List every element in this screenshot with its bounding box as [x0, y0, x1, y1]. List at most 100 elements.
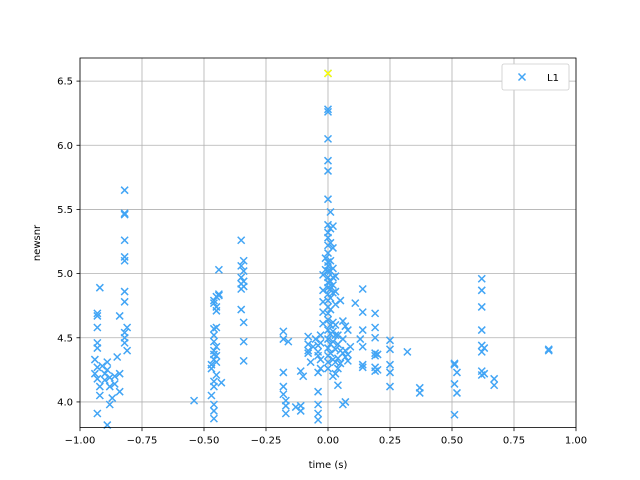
data-point — [209, 337, 218, 346]
data-point — [239, 356, 248, 365]
data-point — [98, 361, 107, 371]
data-point — [115, 311, 124, 320]
data-point — [214, 290, 223, 299]
data-point — [296, 367, 305, 376]
data-point — [323, 309, 333, 318]
data-point — [341, 322, 350, 331]
data-point — [279, 335, 288, 344]
x-tick-label: −0.75 — [127, 436, 158, 447]
highlight-point — [323, 69, 333, 78]
data-point — [95, 382, 104, 391]
data-point — [323, 344, 333, 353]
data-point — [120, 186, 129, 195]
data-point — [239, 267, 248, 276]
data-point — [120, 338, 129, 347]
data-point — [333, 381, 342, 390]
data-point — [316, 364, 325, 373]
data-point — [120, 297, 129, 306]
data-point — [338, 317, 347, 326]
data-point — [338, 335, 347, 344]
data-point — [95, 283, 104, 292]
data-point — [403, 347, 412, 356]
data-point — [328, 327, 337, 336]
data-point — [333, 364, 342, 373]
legend: L1 — [501, 63, 570, 91]
data-point — [323, 195, 333, 204]
data-point — [385, 360, 395, 369]
data-point — [115, 369, 124, 378]
data-point — [103, 358, 112, 367]
data-point — [341, 346, 350, 355]
data-point — [373, 365, 382, 374]
data-point — [452, 388, 461, 397]
data-point — [110, 379, 119, 388]
data-point — [326, 284, 335, 294]
data-point — [237, 236, 246, 245]
data-point — [316, 331, 325, 340]
data-point — [304, 349, 313, 358]
data-point — [93, 323, 102, 332]
x-tick-label: −1.00 — [65, 436, 96, 447]
data-point — [190, 396, 199, 405]
data-point — [323, 134, 333, 143]
data-point — [212, 358, 221, 367]
data-point — [358, 360, 367, 369]
data-point — [480, 369, 489, 378]
x-tick-label: 0.25 — [379, 436, 401, 447]
data-point — [326, 293, 335, 303]
data-point — [314, 409, 323, 418]
data-point — [217, 378, 226, 387]
data-point — [314, 415, 323, 424]
data-point — [120, 287, 129, 296]
data-point — [477, 274, 486, 283]
x-tick-label: 0.00 — [317, 436, 339, 447]
data-point — [326, 349, 335, 358]
data-point — [113, 352, 122, 362]
data-point — [212, 351, 221, 360]
x-tick-label: 0.75 — [503, 436, 525, 447]
data-point — [371, 323, 380, 332]
data-point — [358, 326, 367, 335]
data-point — [323, 315, 333, 324]
data-point — [209, 400, 218, 409]
data-point — [343, 326, 352, 335]
x-axis-ticks: −1.00 −0.75 −0.50 −0.25 0.00 0.25 0.50 0.75 1.00 — [65, 427, 587, 447]
data-point — [490, 374, 499, 383]
data-point — [100, 376, 109, 385]
data-point — [105, 382, 114, 391]
y-tick-label: 5.0 — [57, 269, 73, 280]
legend-marker-l1 — [517, 72, 527, 82]
data-point — [358, 363, 367, 372]
data-point — [212, 323, 221, 332]
data-point — [123, 346, 132, 355]
data-point — [207, 360, 216, 369]
data-point — [319, 319, 328, 328]
data-point — [480, 344, 489, 353]
data-point — [212, 370, 221, 380]
data-point — [323, 364, 333, 373]
data-point — [93, 344, 102, 353]
data-point — [281, 409, 290, 418]
data-point — [304, 340, 313, 349]
data-point — [279, 390, 288, 399]
data-point — [296, 406, 305, 415]
data-point — [477, 286, 486, 295]
data-point — [336, 296, 345, 305]
data-point — [209, 406, 218, 415]
data-point — [343, 356, 352, 365]
data-point — [316, 355, 325, 364]
data-point — [544, 345, 553, 354]
data-point — [385, 382, 395, 391]
data-point — [323, 358, 333, 367]
data-point — [115, 387, 124, 396]
data-point — [93, 311, 102, 320]
x-tick-label: −0.50 — [189, 436, 220, 447]
data-point — [209, 414, 218, 423]
data-point — [239, 337, 248, 346]
data-point — [304, 346, 313, 355]
data-point — [120, 256, 129, 265]
data-point — [351, 299, 360, 308]
data-point — [331, 300, 340, 309]
data-point — [323, 156, 333, 165]
data-point — [100, 369, 109, 378]
